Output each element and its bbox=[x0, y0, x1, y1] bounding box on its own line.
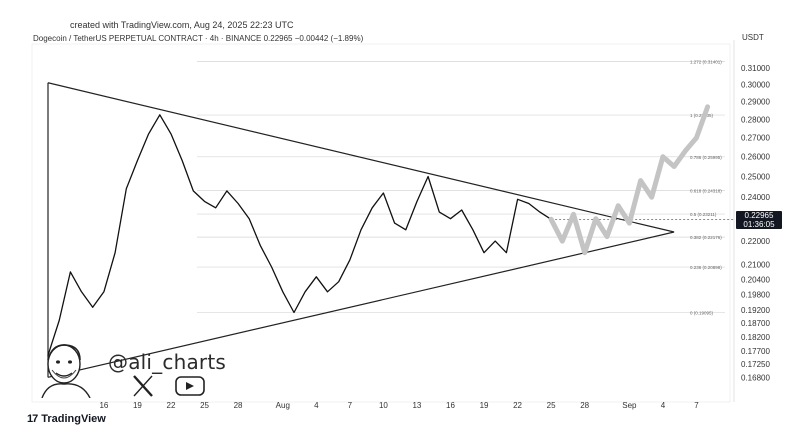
fib-level-label: 0.382 (0.22176) bbox=[690, 235, 722, 240]
y-tick-label: 0.16800 bbox=[741, 373, 770, 382]
tradingview-logo: 17 TradingView bbox=[27, 413, 106, 425]
fib-level-label: 1 (0.28235) bbox=[690, 113, 714, 118]
x-tick-label: 16 bbox=[446, 401, 455, 410]
price-unit-label: USDT bbox=[742, 33, 764, 42]
dogecoin-price-line bbox=[47, 114, 552, 356]
x-tick-label: 19 bbox=[133, 401, 142, 410]
x-tick-label: 13 bbox=[412, 401, 421, 410]
youtube-play-icon bbox=[175, 376, 205, 396]
symbol-legend: Dogecoin / TetherUS PERPETUAL CONTRACT ·… bbox=[33, 34, 364, 43]
y-tick-label: 0.31000 bbox=[741, 64, 770, 73]
price-series bbox=[47, 104, 711, 356]
x-tick-label: 4 bbox=[661, 401, 666, 410]
created-caption: created with TradingView.com, Aug 24, 20… bbox=[70, 20, 294, 30]
y-tick-label: 0.27000 bbox=[741, 134, 770, 143]
axes: 0.31000 0.30000 0.29000 0.28000 0.27000 0.260… bbox=[31, 40, 770, 410]
triangle-pattern bbox=[47, 82, 675, 378]
triangle-upper-trendline bbox=[47, 82, 675, 233]
x-tick-label: 7 bbox=[348, 401, 353, 410]
y-tick-label: 0.25000 bbox=[741, 173, 770, 182]
x-tick-label: 19 bbox=[480, 401, 489, 410]
x-tick-label: 16 bbox=[99, 401, 108, 410]
fib-level-label: 0 (0.19095) bbox=[690, 311, 714, 316]
x-tick-label: 28 bbox=[580, 401, 589, 410]
y-tick-label: 0.29000 bbox=[741, 98, 770, 107]
x-logo-icon bbox=[133, 375, 153, 397]
plot-area-frame bbox=[31, 43, 731, 403]
fib-level-label: 0.786 (0.25995) bbox=[690, 155, 722, 160]
y-tick-label: 0.17250 bbox=[741, 360, 770, 369]
tradingview-mark-icon: 17 bbox=[27, 413, 38, 425]
y-tick-label: 0.20400 bbox=[741, 275, 770, 284]
y-tick-label: 0.17700 bbox=[741, 347, 770, 356]
x-tick-label: Sep bbox=[622, 401, 637, 410]
x-tick-label: 22 bbox=[513, 401, 522, 410]
y-tick-label: 0.30000 bbox=[741, 80, 770, 89]
author-handle: @ali_charts bbox=[108, 350, 226, 374]
fibonacci-levels: 1.272 (0.31401) 1 (0.28235) 0.786 (0.25995… bbox=[197, 59, 725, 316]
x-tick-label: 25 bbox=[547, 401, 556, 410]
fib-level-label: 0.236 (0.20898) bbox=[690, 265, 722, 270]
triangle-lower-trendline bbox=[47, 231, 675, 378]
y-tick-label: 0.24000 bbox=[741, 193, 770, 202]
social-icons bbox=[133, 375, 205, 397]
projected-price-path bbox=[548, 104, 711, 256]
x-tick-label: 7 bbox=[694, 401, 699, 410]
current-price-value: 0.22965 bbox=[744, 211, 774, 220]
y-tick-label: 0.21000 bbox=[741, 261, 770, 270]
fib-level-label: 0.5 (0.23211) bbox=[690, 212, 717, 217]
y-tick-label: 0.19800 bbox=[741, 290, 770, 299]
tradingview-logo-text: TradingView bbox=[41, 413, 106, 425]
current-price-tag: 0.22965 01:36:05 bbox=[736, 211, 782, 229]
avatar-illustration-icon bbox=[41, 344, 91, 398]
x-tick-label: Aug bbox=[276, 401, 290, 410]
y-tick-label: 0.18200 bbox=[741, 333, 770, 342]
y-tick-label: 0.19200 bbox=[741, 306, 770, 315]
fib-level-label: 1.272 (0.31401) bbox=[690, 59, 722, 64]
bar-countdown-timer: 01:36:05 bbox=[743, 220, 775, 229]
x-tick-label: 28 bbox=[234, 401, 243, 410]
x-tick-label: 10 bbox=[379, 401, 388, 410]
x-tick-label: 25 bbox=[200, 401, 209, 410]
y-tick-label: 0.18700 bbox=[741, 319, 770, 328]
x-tick-label: 22 bbox=[167, 401, 176, 410]
y-tick-label: 0.26000 bbox=[741, 153, 770, 162]
fib-level-label: 0.618 (0.24318) bbox=[690, 189, 722, 194]
y-tick-label: 0.22000 bbox=[741, 237, 770, 246]
x-tick-label: 4 bbox=[314, 401, 319, 410]
y-tick-label: 0.28000 bbox=[741, 115, 770, 124]
